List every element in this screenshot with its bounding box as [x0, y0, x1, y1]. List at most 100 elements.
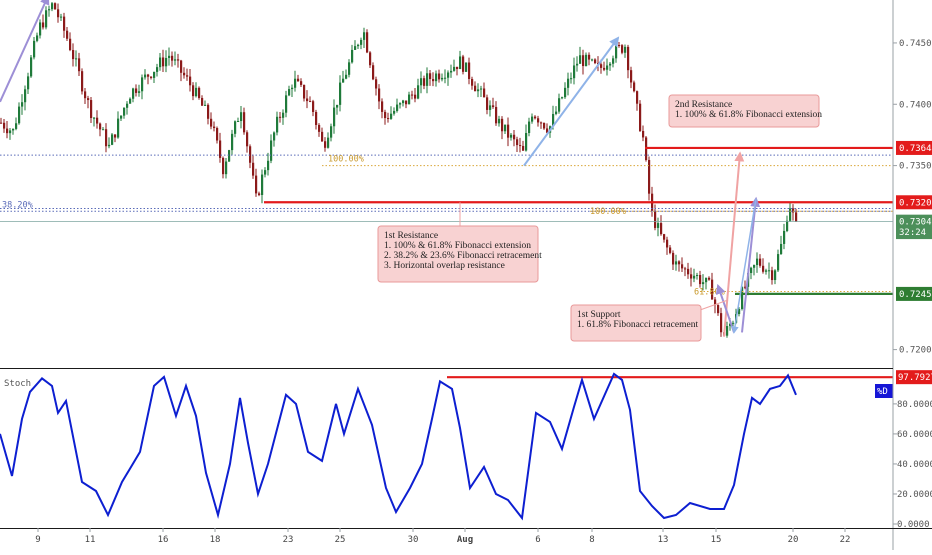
candle-203	[609, 63, 612, 66]
candle-261	[783, 230, 786, 244]
candle-119	[357, 44, 360, 47]
candle-58	[174, 59, 177, 61]
candle-39	[117, 118, 120, 138]
candle-11	[33, 40, 36, 58]
candle-56	[168, 55, 171, 58]
candle-40	[120, 115, 123, 119]
candle-107	[321, 131, 324, 142]
note-1st-resistance-line-2: 3. Horizontal overlap resistance	[384, 261, 505, 271]
stoch-y-tick-2: 40.0000	[897, 460, 932, 470]
arrow-ab-down	[731, 198, 757, 334]
candle-65	[195, 87, 198, 97]
stoch-indicator-label: Stoch	[4, 379, 31, 389]
candle-69	[207, 104, 210, 119]
candle-127	[381, 101, 384, 112]
candle-24	[72, 49, 75, 60]
candle-50	[150, 76, 153, 78]
candle-235	[705, 277, 708, 283]
candle-186	[558, 98, 561, 112]
x-tick-0: 9	[35, 535, 40, 545]
candle-172	[516, 139, 519, 146]
candle-177	[531, 116, 534, 122]
candle-161	[483, 88, 486, 98]
note-1st-support-title: 1st Support	[577, 310, 621, 320]
candle-159	[477, 89, 480, 92]
candle-19	[57, 9, 60, 18]
candle-64	[192, 85, 195, 97]
candle-175	[525, 133, 528, 151]
candle-259	[777, 254, 780, 271]
price-label-box-4	[896, 286, 932, 301]
candle-224	[672, 252, 675, 265]
candle-225	[675, 261, 678, 265]
note-2nd-resistance-title: 2nd Resistance	[675, 100, 732, 110]
candle-213	[639, 103, 642, 131]
candle-91	[273, 132, 276, 141]
x-tick-1: 11	[85, 535, 96, 545]
candle-134	[402, 100, 405, 104]
candle-254	[762, 265, 765, 272]
candle-160	[480, 88, 483, 90]
candle-89	[267, 160, 270, 171]
note-connector-1st-support	[699, 299, 729, 311]
stoch-series-label: %D	[877, 387, 888, 397]
candle-113	[339, 82, 342, 105]
candle-257	[771, 270, 774, 281]
candle-109	[327, 137, 330, 148]
candle-8	[24, 89, 27, 103]
candle-137	[411, 94, 414, 96]
candle-1	[3, 122, 6, 129]
candle-216	[648, 160, 651, 194]
candle-138	[414, 94, 417, 99]
arrow-retrace	[715, 283, 735, 333]
candle-12	[36, 35, 39, 41]
candle-170	[510, 134, 513, 138]
candle-31	[93, 117, 96, 119]
candle-201	[603, 67, 606, 70]
candle-110	[330, 126, 333, 138]
candle-146	[438, 73, 441, 80]
candle-238	[714, 299, 717, 306]
candle-131	[393, 110, 396, 114]
candle-155	[465, 62, 468, 72]
candle-156	[468, 62, 471, 79]
candle-18	[54, 3, 57, 10]
candle-34	[102, 129, 105, 131]
candle-32	[96, 117, 99, 124]
candle-210	[630, 70, 633, 83]
candle-86	[258, 193, 261, 195]
candle-53	[159, 57, 162, 68]
candle-6	[18, 106, 21, 124]
candle-234	[702, 282, 705, 285]
candle-42	[126, 103, 129, 108]
candle-182	[546, 128, 549, 133]
candle-29	[87, 98, 90, 101]
candle-67	[201, 97, 204, 106]
candle-250	[750, 267, 753, 274]
stoch-panel: Stoch %D	[0, 372, 893, 521]
candle-94	[282, 112, 285, 118]
candle-194	[582, 55, 585, 67]
candle-184	[552, 113, 555, 127]
candle-27	[81, 71, 84, 92]
candle-255	[765, 270, 768, 272]
candle-21	[63, 16, 66, 31]
candle-123	[369, 52, 372, 66]
candle-237	[711, 279, 714, 300]
arrow-extension-up	[723, 151, 745, 337]
candle-10	[30, 57, 33, 77]
candle-187	[561, 97, 564, 99]
main-panel: 100.00% 38.20% 100.00% 61.80% 2nd Resistance…	[0, 0, 893, 342]
candle-212	[636, 91, 639, 104]
price-label-box-3	[896, 225, 932, 240]
candle-219	[657, 223, 660, 228]
candle-74	[222, 157, 225, 175]
candle-247	[741, 286, 744, 309]
candle-243	[729, 323, 732, 327]
candle-157	[471, 78, 474, 86]
candle-75	[225, 161, 228, 175]
